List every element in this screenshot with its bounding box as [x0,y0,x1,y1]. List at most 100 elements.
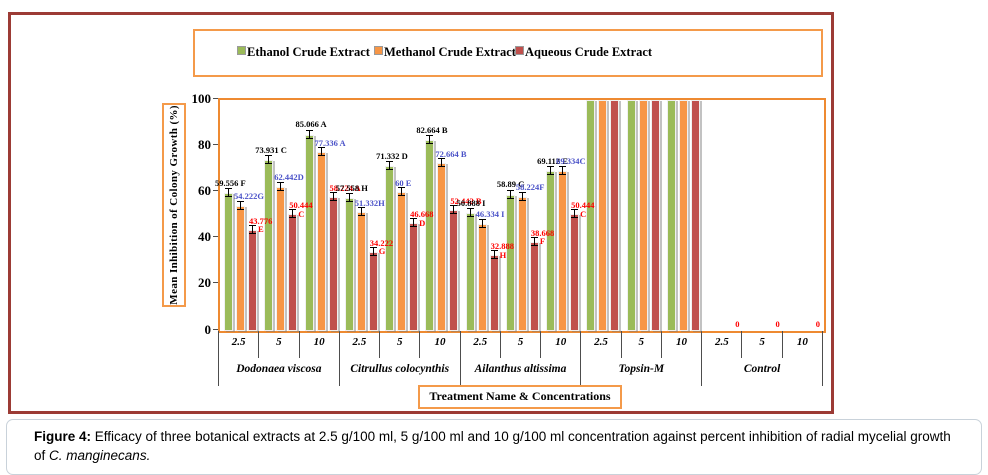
bar-label: 32.888 H [491,242,514,259]
bar-label-line: D [419,217,426,228]
bar-label-line: 58.224 A [329,183,361,194]
group-label-cell: Control [702,358,823,386]
bar-label: 50.444 C [289,201,312,218]
error-bar [559,165,567,175]
bar-label: 38.668 F [531,229,554,246]
bar-label-line: 62.442D [274,172,304,183]
bar-label-line: 0 [815,318,820,329]
bar-label-line: H [499,249,507,260]
chart-legend: Ethanol Crude Extract Methanol Crude Extr… [193,29,823,77]
y-tick-label: 20 [198,275,211,291]
bar-label: 73.931 C [255,146,287,155]
bar-label: 58.224F [516,183,545,192]
bar-label-line: 57.558 H [335,182,368,193]
error-bar [289,209,297,219]
bar-label: 52.442 B [450,197,481,206]
bar [288,214,298,331]
bar-label-line: 69.334C [556,156,586,167]
legend-item: Aqueous Crude Extract [515,45,652,60]
caption-prefix: Figure 4: [34,429,92,444]
bar-label: 60 E [395,179,411,188]
bar-label-line: 77.336 A [314,137,346,148]
group-label-cell: Dodonaea viscosa [219,358,340,386]
bar [356,212,366,331]
bar-label-line: 85.066 A [295,119,327,129]
x-tick-cell: 10 [300,331,340,358]
error-bar [277,181,285,191]
bar [409,223,419,331]
x-tick-cell: 10 [420,331,461,358]
error-bar [410,218,418,228]
bar-label: 71.332 D [376,152,408,161]
bar-label-line: 72.664 B [435,148,467,159]
bar [465,213,475,331]
legend-marker-icon [237,46,246,55]
bar [248,229,257,331]
bar-label-line: C [298,208,305,219]
x-tick-cell: 5 [501,331,542,358]
bar-label-line: 50.444 [289,200,313,211]
x-tick-cell: 5 [259,331,300,358]
bar-label-line: G [378,246,386,257]
bar-label-line: 50.888 I [456,197,486,208]
bar [558,170,568,331]
bar [449,209,459,331]
x-axis-title-box: Treatment Name & Concentrations [218,385,822,409]
bar [598,100,608,331]
bar [477,223,487,331]
bar-label: 54.222G [234,192,264,201]
caption-species: C. manginecans. [49,448,151,463]
bar [304,134,314,331]
error-bar [237,200,244,210]
bar-label: 58.89 G [497,180,525,189]
bar [316,152,326,331]
bar [489,255,499,331]
x-tick-cell: 2.5 [461,331,501,358]
error-bar [249,224,256,234]
bar-label-line: 58.224F [515,182,545,193]
error-bar [466,208,474,218]
bar [224,193,233,331]
error-bar [329,191,337,201]
group-label-cell: Ailanthus altissima [461,358,582,386]
x-tick-cell: 10 [662,331,703,358]
bar [505,194,515,331]
bar-label: 43.776 E [249,217,272,234]
bar-label-line: 0 [735,318,740,329]
bar [425,140,435,331]
bar-label-line: 34.222 [369,237,394,248]
error-bar [225,188,232,198]
bar [546,171,556,331]
bar-label: 72.664 B [435,150,466,159]
x-tick-cell: 10 [541,331,582,358]
bar [344,198,354,331]
bar-label-line: 46.334 I [475,209,505,220]
bar-label-line: 32.888 [490,241,514,252]
bar-label-line: 54.222G [234,191,264,202]
bar-label: 46.334 I [476,210,505,219]
error-bar [571,209,579,219]
bar-label: 50.444 C [571,201,594,218]
bar-label: 51.332H [355,199,385,208]
bar-label-line: 73.931 C [255,144,287,155]
bar [236,205,245,331]
x-tick-cell: 5 [622,331,662,358]
x-axis-group-row: Dodonaea viscosa Citrullus colocynthis Ail… [218,358,823,386]
bar [610,100,620,331]
bar-label-line: 82.664 B [416,124,448,135]
legend-item: Methanol Crude Extract [374,45,516,60]
error-bar [450,204,458,214]
error-bar [398,187,406,197]
y-tick-mark [213,328,218,330]
y-tick-label: 0 [204,321,212,337]
error-bar [490,250,498,260]
bar [529,241,539,331]
bar-label: 57.558 H [336,184,368,193]
bar-label: 59.556 F [215,179,246,188]
bar-label: 77.336 A [315,139,346,148]
bar-label: 0 [735,318,740,329]
error-bar [357,207,365,217]
legend-label: Ethanol Crude Extract [247,45,370,59]
bar-label-line: 38.668 [530,227,555,238]
error-bar [386,161,394,171]
